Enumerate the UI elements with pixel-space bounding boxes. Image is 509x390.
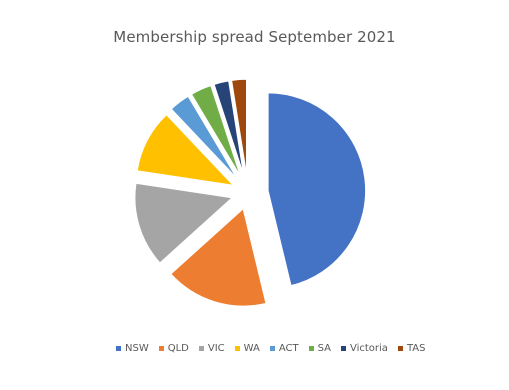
legend-label: VIC <box>207 342 225 354</box>
legend-swatch <box>116 345 121 351</box>
legend-swatch <box>340 345 346 351</box>
legend-label: ACT <box>278 342 299 354</box>
pie-slice-victoria <box>212 79 245 178</box>
legend-swatch <box>269 345 275 351</box>
legend-label: WA <box>243 342 260 354</box>
legend-swatch <box>397 345 403 351</box>
legend-item-tas: TAS <box>397 342 426 354</box>
legend-swatch <box>308 345 314 351</box>
pie-slice-sa <box>190 84 243 179</box>
pie-slice-act <box>169 94 239 181</box>
legend-item-victoria: Victoria <box>340 342 388 354</box>
pie-slice-nsw <box>267 91 367 287</box>
legend-item-nsw: NSW <box>116 343 149 354</box>
pie-slice-qld <box>169 206 268 308</box>
legend-label: NSW <box>125 342 149 354</box>
pie-slice-vic <box>133 182 235 265</box>
legend-item-qld: QLD <box>158 342 189 354</box>
pie-slice-wa <box>136 113 236 187</box>
legend-label: TAS <box>406 342 426 354</box>
chart-title: Membership spread September 2021 <box>113 28 396 46</box>
legend-label: SA <box>317 342 331 354</box>
legend-item-sa: SA <box>308 342 331 354</box>
legend-item-vic: VIC <box>198 342 225 354</box>
legend-swatch <box>198 345 204 351</box>
legend-label: Victoria <box>349 342 388 354</box>
legend-item-act: ACT <box>269 342 299 354</box>
chart-legend: NSW QLD VIC WA ACT SA Victoria TAS <box>116 341 506 355</box>
legend-swatch <box>234 345 240 351</box>
legend-label: QLD <box>167 342 189 354</box>
legend-swatch <box>158 345 164 351</box>
legend-item-wa: WA <box>234 342 260 354</box>
pie-slice-tas <box>230 78 248 178</box>
